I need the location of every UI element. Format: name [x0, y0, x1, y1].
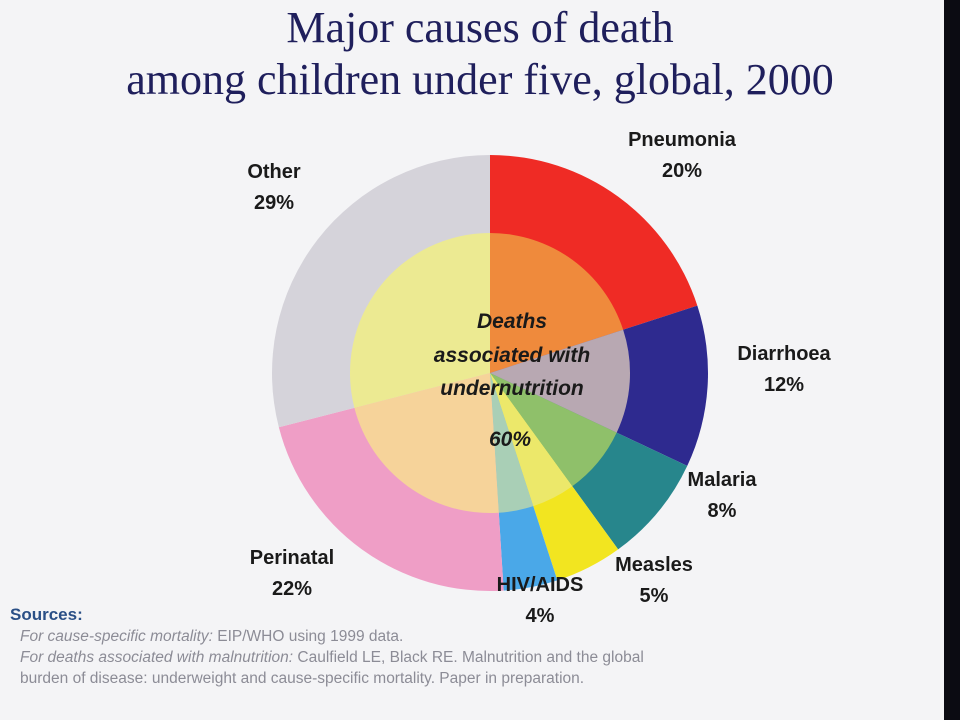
center-value-label: 60%: [489, 428, 531, 451]
label-pneumonia-name: Pneumonia: [628, 129, 737, 151]
label-diarrhoea-name: Diarrhoea: [737, 343, 831, 365]
label-measles-name: Measles: [615, 554, 693, 576]
center-label-line-3: undernutrition: [440, 377, 583, 400]
title-line-1: Major causes of death: [286, 3, 674, 52]
sources-heading: Sources:: [10, 605, 83, 624]
source-line-3: burden of disease: underweight and cause…: [20, 670, 585, 687]
label-pneumonia-value: 20%: [662, 160, 702, 182]
right-edge-band: [944, 0, 960, 720]
label-malaria-name: Malaria: [688, 469, 758, 491]
label-hiv-aids-name: HIV/AIDS: [497, 574, 584, 596]
source-line-1: For cause-specific mortality: EIP/WHO us…: [10, 626, 940, 647]
source-line-2-italic: For deaths associated with malnutrition:: [20, 649, 294, 666]
inner-slice-hiv-aids: [490, 373, 534, 513]
inner-slice-pneumonia: [490, 233, 624, 373]
title-line-2: among children under five, global, 2000: [126, 55, 834, 104]
label-hiv-aids-value: 4%: [526, 605, 555, 627]
inner-slice-other: [350, 233, 490, 408]
source-line-1-italic: For cause-specific mortality:: [20, 628, 213, 645]
page-title: Major causes of death among children und…: [0, 2, 960, 106]
inner-slice-perinatal: [354, 373, 499, 513]
label-malaria-value: 8%: [708, 500, 737, 522]
source-line-1-plain: EIP/WHO using 1999 data.: [212, 628, 404, 645]
inner-slice-measles: [490, 373, 573, 507]
label-perinatal-name: Perinatal: [250, 547, 334, 569]
label-other-name: Other: [247, 161, 301, 183]
center-label-line-1: Deaths: [477, 310, 547, 333]
inner-slice-diarrhoea: [490, 329, 631, 433]
source-line-2: For deaths associated with malnutrition:…: [10, 647, 940, 668]
center-label-line-2: associated with: [434, 344, 590, 367]
label-other-value: 29%: [254, 192, 294, 214]
source-line-2-plain: Caulfield LE, Black RE. Malnutrition and…: [293, 649, 644, 666]
label-measles-value: 5%: [640, 585, 669, 607]
inner-slice-malaria: [490, 373, 617, 487]
label-perinatal-value: 22%: [272, 578, 312, 600]
label-diarrhoea-value: 12%: [764, 374, 804, 396]
sources-block: Sources: For cause-specific mortality: E…: [10, 604, 940, 689]
